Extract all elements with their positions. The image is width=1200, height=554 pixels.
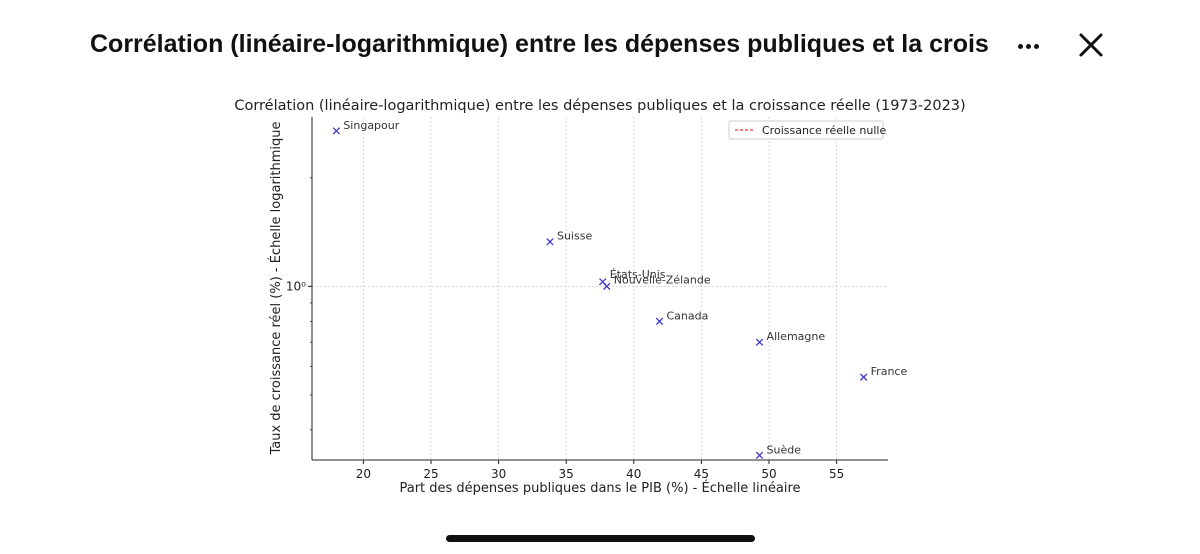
axes [311,117,888,461]
point-label: Nouvelle-Zélande [614,273,711,286]
page-title: Corrélation (linéaire-logarithmique) ent… [90,30,990,58]
x-tick-label: 45 [694,467,709,481]
chart-title: Corrélation (linéaire-logarithmique) ent… [234,98,965,114]
data-point: France [860,365,908,381]
legend: Croissance réelle nulle [728,120,886,140]
x-tick-label: 40 [626,467,641,481]
legend-label: Croissance réelle nulle [762,124,886,137]
data-point: Canada [655,309,708,325]
more-options-button[interactable] [1008,30,1048,62]
point-marker [755,451,764,459]
point-label: Singapour [343,119,399,132]
data-points: Singapour Suisse États-UnisNouvelle-Zéland… [332,119,908,459]
legend-box [728,120,884,140]
point-label: France [871,365,908,378]
ticks: 20 25 30 35 40 45 50 55 10⁰ [286,177,844,481]
point-marker [860,373,868,381]
close-icon [1079,33,1103,57]
top-bar: Corrélation (linéaire-logarithmique) ent… [0,0,1200,92]
point-label: États-Unis [610,268,666,281]
home-indicator [446,535,755,542]
point-marker [755,338,764,346]
grid [312,117,888,460]
data-point: Allemagne [755,330,826,346]
point-marker [332,127,340,135]
x-tick-label: 25 [423,467,438,481]
point-marker [546,238,554,246]
close-button[interactable] [1074,28,1108,62]
point-label: Canada [666,309,708,322]
point-marker [603,282,611,291]
point-marker [599,278,607,286]
x-tick-label: 35 [559,467,574,481]
y-axis-label: Taux de croissance réel (%) - Échelle lo… [268,121,284,455]
point-marker [655,317,664,325]
data-point: Suède [755,443,802,459]
point-label: Suisse [557,230,592,243]
x-tick-label: 30 [491,467,506,481]
x-tick-label: 50 [761,467,776,481]
x-tick-label: 20 [356,467,371,481]
data-point: Singapour [332,119,400,135]
scatter-chart: Corrélation (linéaire-logarithmique) ent… [234,98,965,496]
data-point: Suisse [546,230,592,246]
x-axis-label: Part des dépenses publiques dans le PIB … [399,480,800,496]
more-horizontal-icon [1018,44,1023,49]
x-tick-label: 55 [829,467,844,481]
point-label: Suède [767,443,802,456]
chart-container: Corrélation (linéaire-logarithmique) ent… [0,90,1200,510]
y-tick-label: 10⁰ [286,279,306,293]
data-point: Nouvelle-Zélande [603,273,711,291]
point-label: Allemagne [767,330,826,343]
